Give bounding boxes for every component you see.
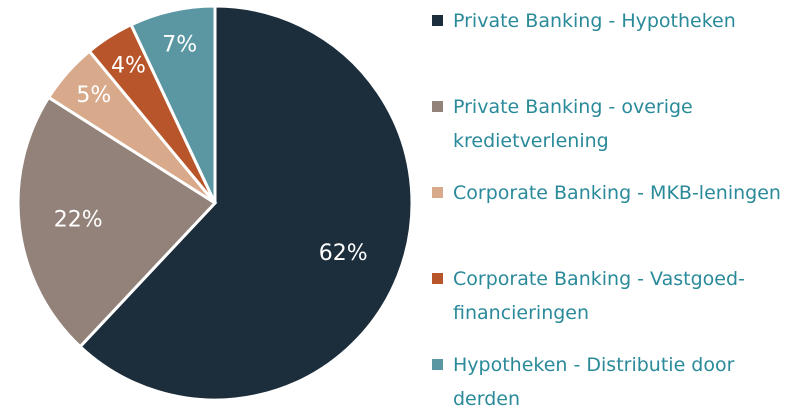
data-label: 4% — [111, 54, 146, 79]
pie-slice — [16, 95, 218, 349]
legend-swatch — [432, 187, 443, 198]
legend-label: Corporate Banking - MKB-leningen — [453, 182, 781, 204]
legend-item: Private Banking - overige kredietverleni… — [428, 90, 788, 158]
legend-swatch — [432, 15, 443, 26]
legend-label: Corporate Banking - Vastgoed-financierin… — [453, 268, 745, 324]
legend-item: Private Banking - Hypotheken — [428, 4, 788, 38]
legend-item: Corporate Banking - Vastgoed-financierin… — [428, 262, 788, 330]
legend-swatch — [432, 101, 443, 112]
legend-label: Private Banking - overige kredietverleni… — [453, 96, 693, 152]
chart: 62% 22% 5%4% 7% — [16, 4, 414, 402]
legend-swatch — [432, 359, 443, 370]
data-label: 5% — [76, 83, 111, 108]
legend-item: Corporate Banking - MKB-leningen — [428, 176, 788, 210]
legend-swatch — [432, 273, 443, 284]
data-label: 22% — [54, 207, 103, 232]
pie-slice — [78, 4, 414, 402]
data-label: 62% — [319, 241, 368, 266]
legend-label: Hypotheken - Distributie door derden — [453, 354, 735, 410]
data-label: 7% — [162, 32, 197, 57]
legend-item: Hypotheken - Distributie door derden — [428, 348, 788, 416]
legend-label: Private Banking - Hypotheken — [453, 10, 736, 32]
pie-slice — [129, 4, 217, 204]
